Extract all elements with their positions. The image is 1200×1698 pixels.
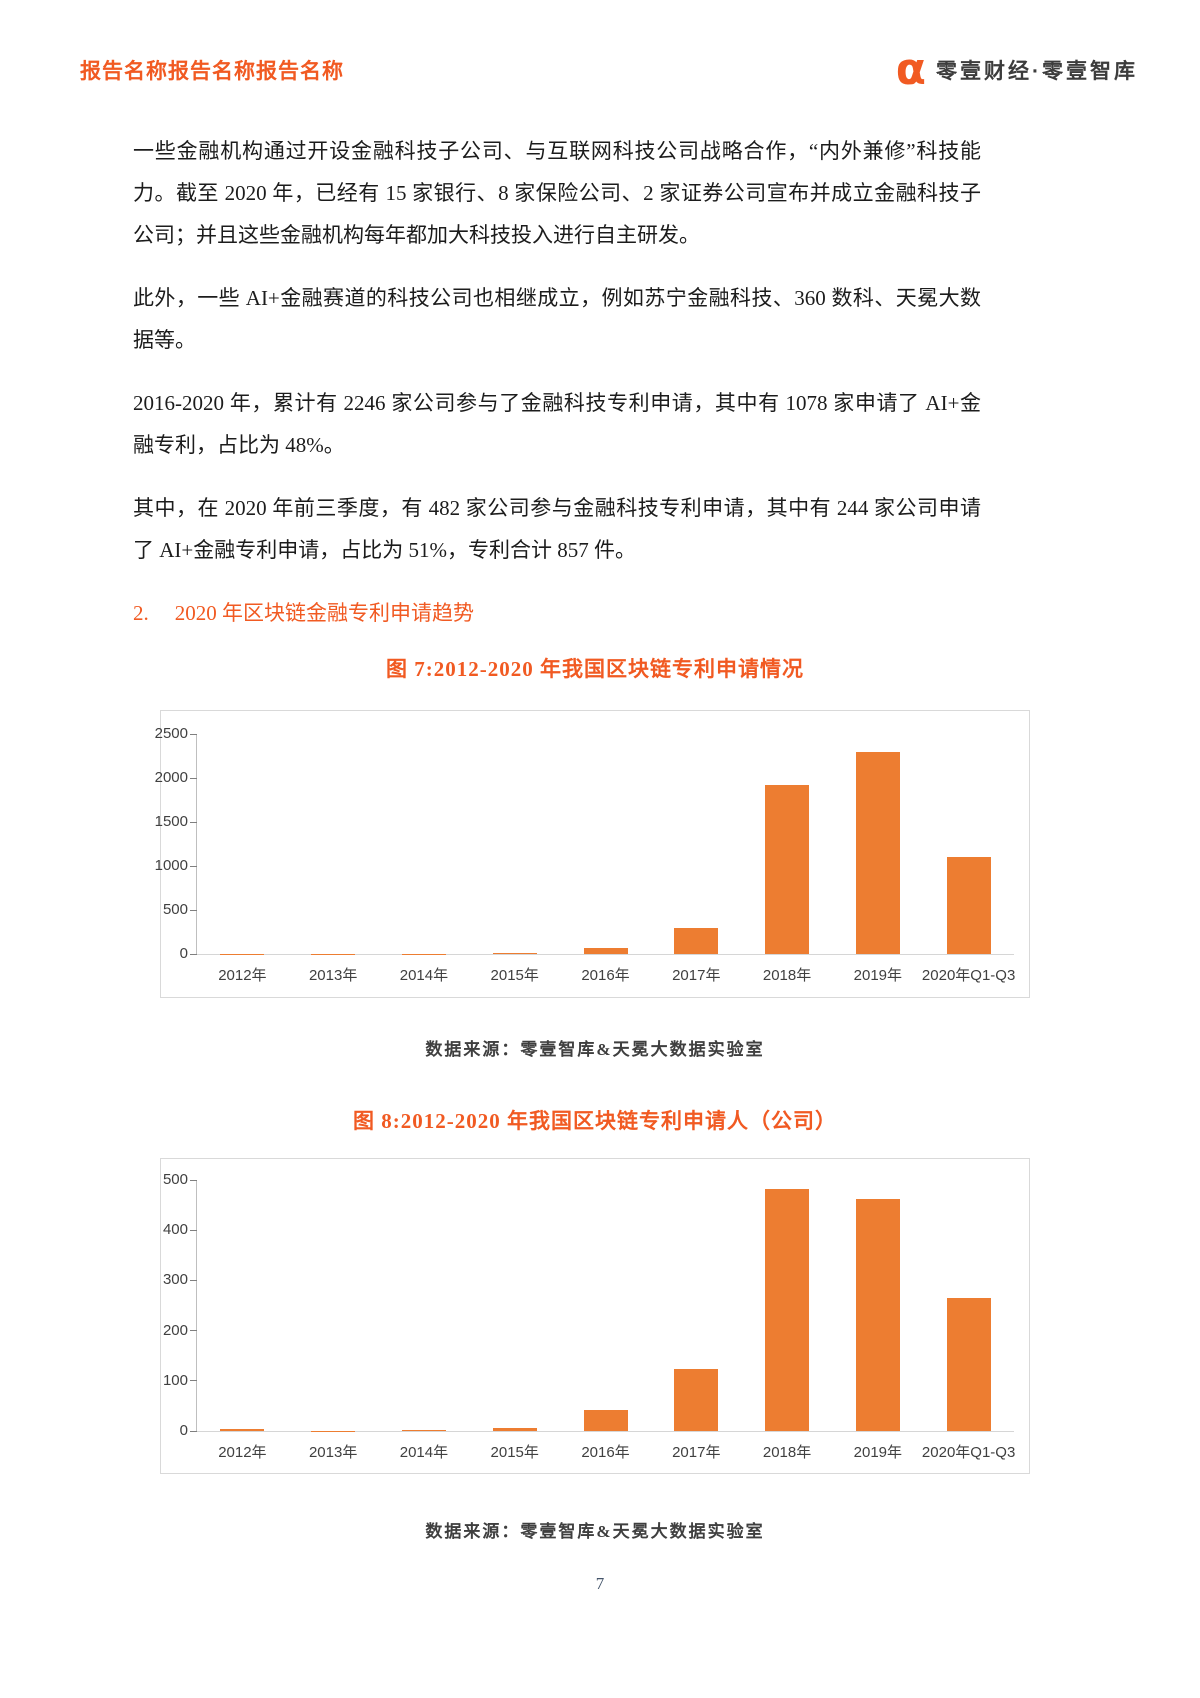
bar-2020年Q1-Q3	[946, 1297, 991, 1431]
x-axis-label: 2012年	[218, 1444, 267, 1461]
y-axis-tick	[190, 777, 197, 779]
bar-2020年Q1-Q3	[946, 857, 991, 954]
alpha-logo-icon: α	[895, 44, 926, 95]
bar-2017年	[674, 928, 719, 954]
y-axis-label: 2000	[154, 769, 188, 786]
y-axis-label: 1000	[154, 857, 188, 874]
paragraph-3: 2016-2020 年，累计有 2246 家公司参与了金融科技专利申请，其中有 …	[133, 391, 981, 457]
x-axis-label: 2013年	[308, 967, 358, 984]
x-axis-label: 2019年	[853, 967, 903, 984]
bar-2016年	[583, 1409, 628, 1431]
x-axis-label: 2012年	[218, 967, 267, 984]
section-heading: 2. 2020 年区块链金融专利申请趋势	[133, 592, 981, 634]
y-axis-label: 2500	[154, 725, 188, 742]
paragraph-2: 此外，一些 AI+金融赛道的科技公司也相继成立，例如苏宁金融科技、360 数科、…	[133, 286, 981, 352]
x-axis-label: 2016年	[581, 1444, 630, 1461]
figure-7-title: 图 7:2012-2020 年我国区块链专利申请情况	[386, 657, 804, 681]
y-axis-tick	[190, 821, 197, 823]
bar-2019年	[855, 1199, 900, 1431]
figure-7: 图 7:2012-2020 年我国区块链专利申请情况 0 500 1000 1500 2…	[155, 654, 1030, 1062]
brand-logo: α 零壹财经·零壹智库	[895, 44, 1138, 95]
x-axis-label: 2018年	[762, 967, 812, 984]
y-axis-label: 0	[179, 1422, 188, 1439]
y-axis-tick	[190, 1380, 197, 1382]
y-axis-label: 1500	[154, 813, 188, 830]
x-axis-label: 2020年Q1-Q3	[921, 1444, 1016, 1461]
y-axis-label: 400	[162, 1221, 188, 1239]
bar-2017年	[674, 1368, 719, 1431]
bar-2013年	[311, 1430, 356, 1431]
figure-8-title: 图 8:2012-2020 年我国区块链专利申请人（公司）	[353, 1109, 837, 1133]
x-axis-label: 2015年	[490, 1444, 539, 1461]
figure-8-source: 数据来源：零壹智库&天冕大数据实验室	[425, 1522, 765, 1541]
body-content: 一些金融机构通过开设金融科技子公司、与互联网科技公司战略合作，“内外兼修”科技能…	[133, 130, 981, 634]
figure-8-plot-area: 0 100 200 300 400 500 2012年 2013年 2014年 2015年 2016…	[163, 1171, 1015, 1461]
y-axis-tick	[190, 1279, 197, 1281]
bar-2016年	[583, 947, 628, 954]
bar-2012年	[220, 1429, 265, 1431]
y-axis-label: 100	[162, 1371, 188, 1389]
y-axis-label: 0	[179, 945, 188, 962]
bar-2018年	[765, 785, 810, 954]
y-axis-label: 200	[162, 1321, 188, 1339]
bar-2015年	[492, 953, 537, 954]
paragraph-4: 其中，在 2020 年前三季度，有 482 家公司参与金融科技专利申请，其中有 …	[133, 496, 981, 562]
report-title: 报告名称报告名称报告名称	[80, 60, 344, 83]
page-number: 7	[595, 1574, 605, 1593]
y-axis-label: 500	[162, 1171, 188, 1188]
figure-7-plot-area: 0 500 1000 1500 2000 2500 2012年 2013年 2014年 2015年…	[155, 725, 1016, 984]
x-axis-label: 2014年	[399, 1444, 449, 1461]
y-axis-tick	[190, 1229, 197, 1231]
x-axis-label: 2020年Q1-Q3	[921, 967, 1016, 984]
x-axis-label: 2015年	[490, 967, 539, 984]
x-axis-label: 2013年	[308, 1444, 358, 1461]
section-number: 2.	[133, 601, 149, 625]
y-axis-tick	[190, 1179, 197, 1181]
y-axis-tick	[190, 733, 197, 735]
y-axis-tick	[190, 1430, 197, 1432]
y-axis-tick	[190, 953, 197, 955]
paragraph-1: 一些金融机构通过开设金融科技子公司、与互联网科技公司战略合作，“内外兼修”科技能…	[133, 139, 981, 247]
page-header: 报告名称报告名称报告名称 α 零壹财经·零壹智库	[0, 0, 1200, 95]
y-axis-tick	[190, 865, 197, 867]
bar-2015年	[492, 1427, 537, 1431]
y-axis-tick	[190, 909, 197, 911]
figure-7-source: 数据来源：零壹智库&天冕大数据实验室	[425, 1040, 765, 1059]
x-axis-label: 2018年	[762, 1444, 812, 1461]
y-axis-label: 500	[162, 901, 188, 918]
figure-8-chart: 0 100 200 300 400 500 2012年 2013年 2014年 2015年 2016…	[160, 1158, 1030, 1474]
x-axis-label: 2017年	[672, 1444, 721, 1461]
x-axis-label: 2016年	[581, 967, 630, 984]
figure-8: 图 8:2012-2020 年我国区块链专利申请人（公司） 0 100 200 300…	[160, 1106, 1030, 1544]
x-axis-label: 2017年	[672, 967, 721, 984]
brand-name: 零壹财经·零壹智库	[936, 60, 1138, 83]
y-axis-tick	[190, 1330, 197, 1332]
figure-7-chart: 0 500 1000 1500 2000 2500 2012年 2013年 2014年 2015年…	[155, 710, 1030, 998]
x-axis-label: 2019年	[853, 1444, 903, 1461]
y-axis-label: 300	[162, 1271, 188, 1289]
bar-2014年	[401, 1429, 446, 1431]
x-axis-label: 2014年	[399, 967, 449, 984]
bar-2019年	[855, 752, 900, 954]
bar-2018年	[765, 1188, 810, 1431]
section-title: 2020 年区块链金融专利申请趋势	[174, 601, 474, 625]
